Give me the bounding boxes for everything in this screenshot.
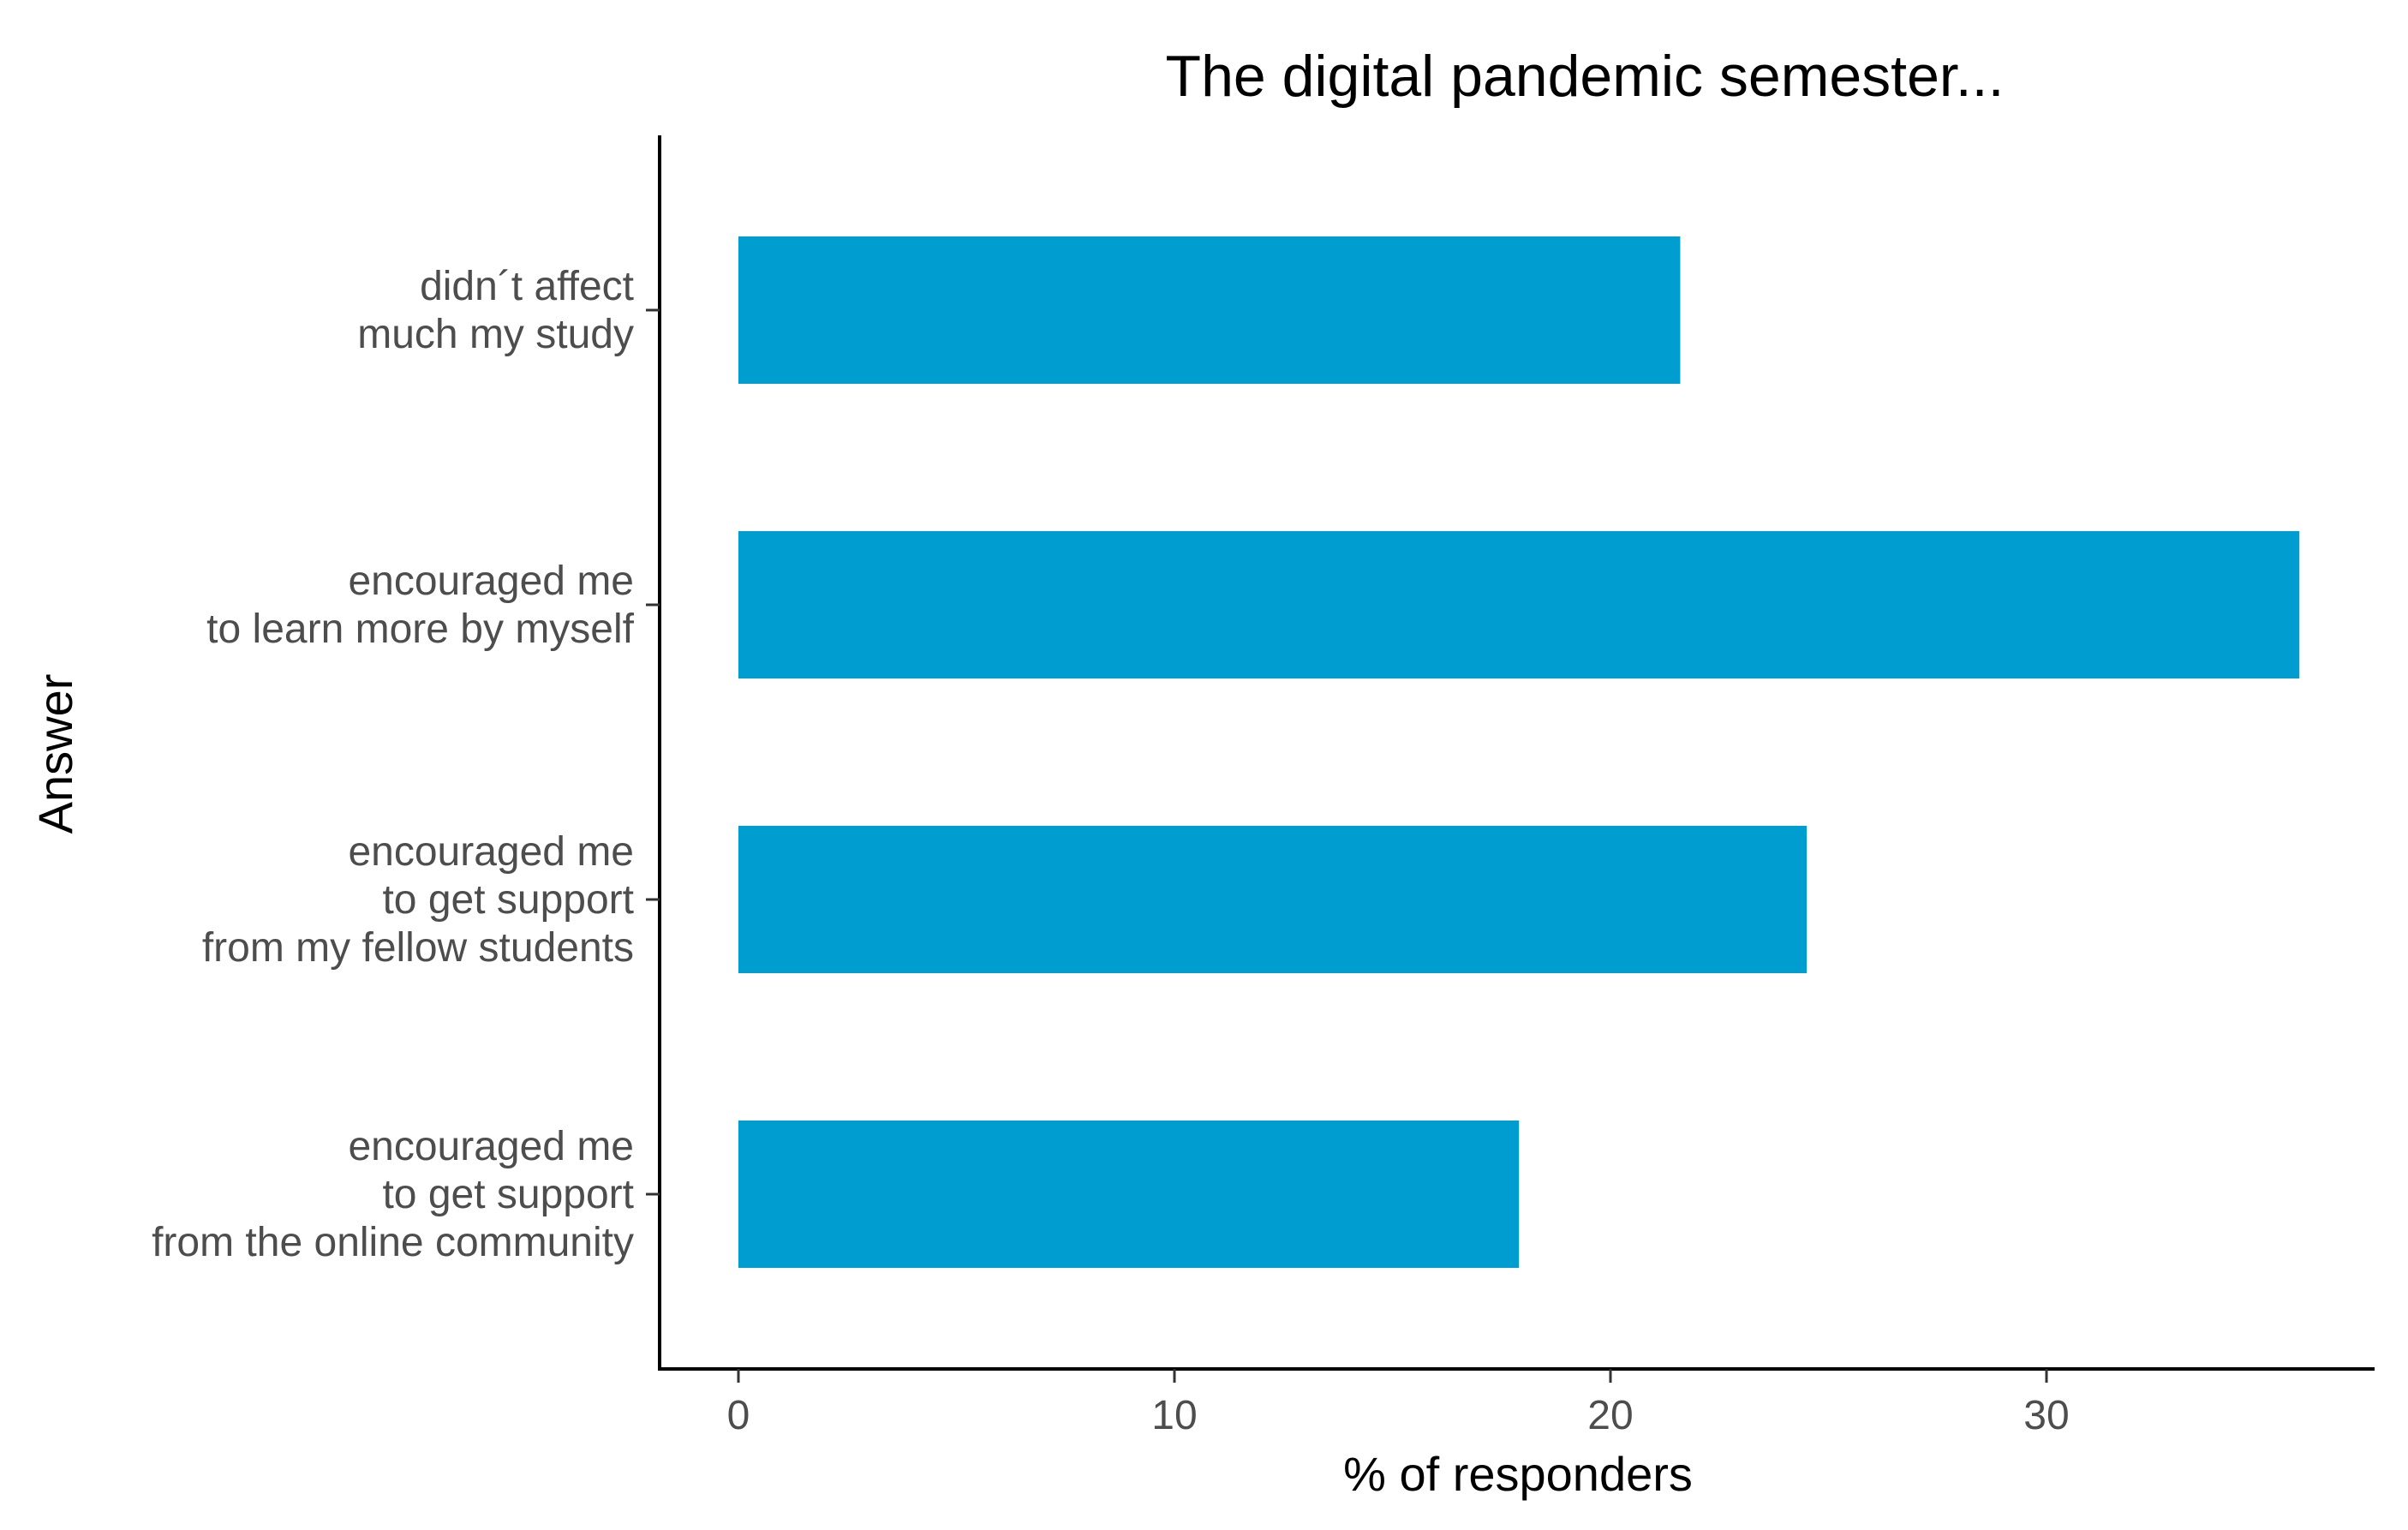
y-tick-label: from my fellow students <box>202 925 634 971</box>
y-tick-label: to get support <box>382 1172 634 1217</box>
y-tick-label: to get support <box>382 877 634 923</box>
bar <box>738 531 2300 678</box>
bar <box>738 826 1807 973</box>
bar <box>738 236 1681 384</box>
y-axis-title: Answer <box>28 674 82 834</box>
y-tick-label: to learn more by myself <box>206 607 635 652</box>
y-tick-label: encouraged me <box>348 559 634 604</box>
y-tick-label: from the online community <box>152 1220 634 1265</box>
chart-title: The digital pandemic semester... <box>1166 44 2005 109</box>
y-tick-label: encouraged me <box>348 1124 634 1169</box>
x-axis-title: % of responders <box>1343 1447 1693 1501</box>
x-tick-label: 0 <box>727 1393 750 1438</box>
y-tick-label: didn´t affect <box>420 264 634 309</box>
y-tick-label: much my study <box>357 312 634 357</box>
bar <box>738 1121 1520 1268</box>
x-tick-label: 10 <box>1151 1393 1197 1438</box>
y-tick-label: encouraged me <box>348 829 634 875</box>
x-tick-label: 30 <box>2023 1393 2069 1438</box>
x-tick-label: 20 <box>1587 1393 1633 1438</box>
